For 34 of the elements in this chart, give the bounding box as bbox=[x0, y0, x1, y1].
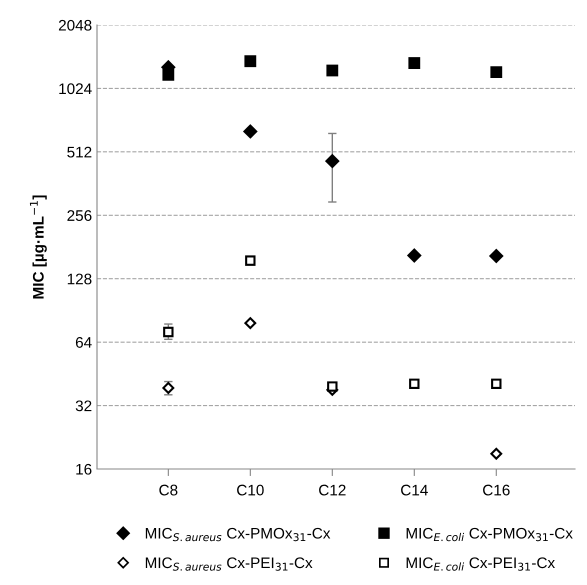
point bbox=[491, 378, 502, 389]
y-axis-title: MIC [µg·mL$^{−1}$] bbox=[30, 195, 47, 298]
point bbox=[244, 317, 256, 330]
point bbox=[409, 378, 420, 389]
x-tick-label: C14 bbox=[401, 484, 428, 496]
point bbox=[490, 448, 502, 460]
point bbox=[325, 154, 340, 168]
legend-label: MIC$_{S.aureus}$ Cx-PEI$_{31}$-Cx bbox=[146, 557, 312, 571]
y-tick-label: 16 bbox=[76, 464, 92, 475]
y-tick-label: 32 bbox=[76, 400, 92, 412]
point bbox=[327, 381, 338, 392]
point bbox=[243, 124, 258, 138]
point bbox=[163, 326, 174, 338]
x-tick-label: C16 bbox=[483, 484, 510, 496]
point bbox=[245, 255, 256, 266]
y-tick-label: 2048 bbox=[58, 20, 92, 31]
point bbox=[490, 66, 502, 78]
point bbox=[162, 68, 174, 81]
x-tick-label: C10 bbox=[237, 484, 264, 496]
legend-label: MIC$_{S.aureus}$ Cx-PMOx$_{31}$-Cx bbox=[146, 528, 330, 542]
y-tick-label: 512 bbox=[67, 146, 92, 158]
point bbox=[407, 248, 422, 262]
point bbox=[326, 64, 338, 76]
point bbox=[408, 57, 420, 69]
x-tick-label: C12 bbox=[319, 484, 346, 496]
y-tick-label: 128 bbox=[68, 274, 92, 284]
y-tick-label: 1024 bbox=[59, 83, 92, 94]
y-tick-label: 64 bbox=[76, 337, 92, 348]
legend-label: MIC$_{E.coli}$ Cx-PMOx$_{31}$-Cx bbox=[406, 528, 573, 542]
point bbox=[244, 55, 256, 68]
y-tick-label: 256 bbox=[67, 210, 92, 221]
legend-label: MIC$_{E.coli}$ Cx-PEI$_{31}$-Cx bbox=[406, 557, 555, 571]
x-tick-label: C8 bbox=[159, 484, 178, 496]
point bbox=[489, 249, 504, 263]
